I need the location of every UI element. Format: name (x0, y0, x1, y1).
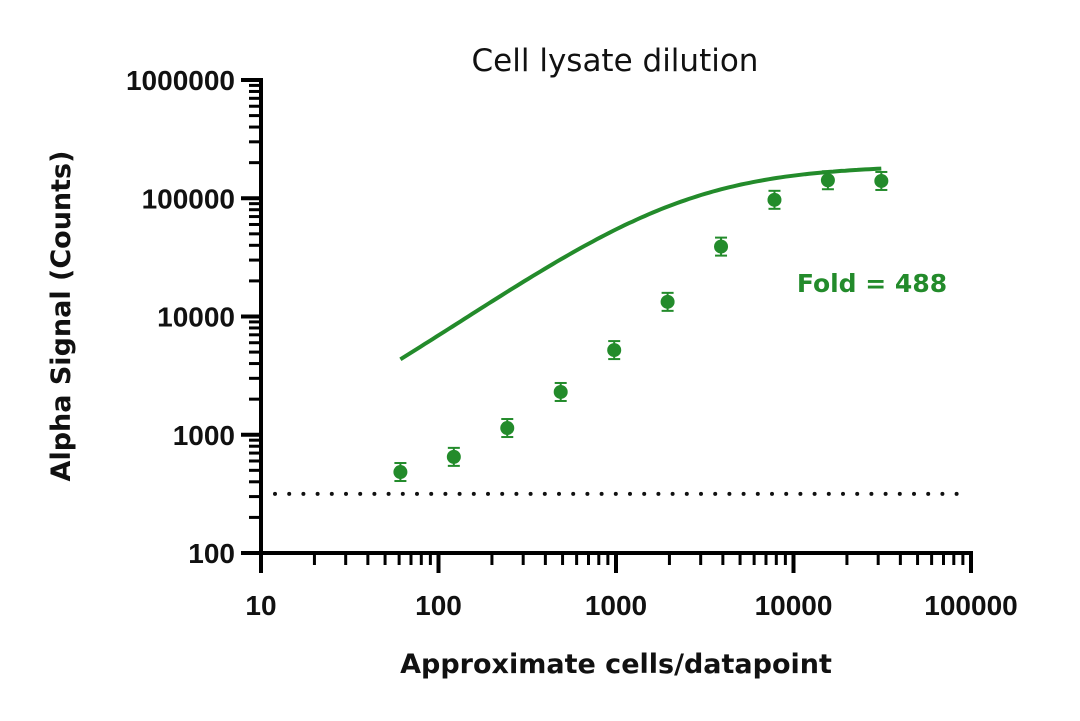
x-tick-label: 100000 (924, 590, 1017, 621)
data-point (500, 418, 515, 439)
y-tick-label: 1000 (173, 420, 235, 451)
y-axis-label: Alpha Signal (Counts) (46, 151, 77, 482)
data-point (874, 170, 889, 191)
x-tick-label: 1000 (585, 590, 647, 621)
data-points (393, 170, 889, 483)
x-tick-label: 100 (415, 590, 462, 621)
x-tick-label: 10000 (755, 590, 833, 621)
data-point (820, 170, 835, 191)
y-tick-label: 1000000 (126, 65, 235, 96)
data-point (607, 340, 622, 361)
y-tick-label: 100 (188, 538, 235, 569)
x-tick-label: 10 (245, 590, 276, 621)
data-point (446, 446, 461, 467)
chart-title: Cell lysate dilution (472, 43, 759, 79)
data-point (714, 236, 729, 257)
data-point (393, 462, 408, 483)
y-tick-label: 10000 (157, 302, 235, 333)
x-axis: 10 100 1000 10000 100000 (241, 551, 1018, 621)
data-point (660, 291, 675, 312)
y-tick-label: 100000 (142, 183, 235, 214)
data-point (553, 381, 568, 402)
data-point (767, 189, 782, 210)
fold-annotation: Fold = 488 (797, 269, 947, 298)
x-axis-label: Approximate cells/datapoint (400, 649, 832, 680)
fit-curve (399, 166, 882, 361)
y-axis: 100 1000 10000 100000 1000000 (126, 65, 263, 569)
